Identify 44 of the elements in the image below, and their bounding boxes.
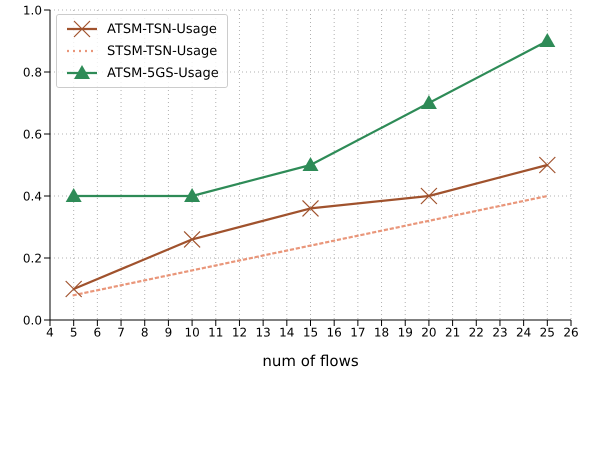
point bbox=[420, 187, 438, 205]
point bbox=[539, 33, 556, 47]
x-tick-label: 14 bbox=[279, 326, 294, 340]
x-tick-label: 25 bbox=[540, 326, 555, 340]
x-tick-label: 22 bbox=[468, 326, 484, 340]
x-tick-label: 17 bbox=[350, 326, 366, 340]
x-tick-label: 9 bbox=[164, 326, 172, 340]
legend-label: ATSM-TSN-Usage bbox=[107, 22, 217, 36]
point bbox=[302, 157, 318, 171]
x-tick-label: 8 bbox=[140, 326, 149, 340]
x-tick-label: 16 bbox=[326, 326, 342, 340]
point bbox=[184, 188, 200, 202]
point bbox=[420, 95, 437, 109]
x-tick-label: 18 bbox=[374, 326, 390, 340]
point bbox=[183, 230, 201, 248]
x-tick-label: 21 bbox=[444, 326, 460, 340]
y-tick-label: 0.0 bbox=[22, 313, 42, 328]
y-tick-label: 0.6 bbox=[22, 127, 42, 142]
x-tick-label: 19 bbox=[398, 326, 413, 340]
y-tick-label: 0.8 bbox=[22, 65, 42, 80]
line-series bbox=[72, 194, 548, 296]
x-tick-label: 6 bbox=[94, 326, 102, 340]
x-axis-title: num of flows bbox=[262, 352, 359, 370]
x-tick-label: 26 bbox=[563, 326, 579, 340]
x-tick-label: 20 bbox=[421, 326, 437, 340]
x-tick-label: 15 bbox=[302, 326, 318, 340]
x-tick-label: 11 bbox=[208, 326, 224, 340]
legend-label: ATSM-5GS-Usage bbox=[107, 66, 219, 80]
point bbox=[65, 280, 82, 298]
point bbox=[302, 200, 320, 217]
legend-label: STSM-TSN-Usage bbox=[107, 44, 218, 58]
y-tick-label: 0.4 bbox=[22, 189, 42, 204]
x-tick-label: 13 bbox=[255, 326, 271, 340]
y-tick-label: 0.2 bbox=[22, 251, 42, 266]
point bbox=[538, 156, 556, 174]
x-tick-label: 23 bbox=[492, 326, 508, 340]
x-tick-label: 7 bbox=[117, 326, 125, 340]
x-tick-label: 12 bbox=[232, 326, 248, 340]
x-tick-label: 4 bbox=[46, 326, 54, 340]
x-tick-label: 10 bbox=[184, 326, 200, 340]
point bbox=[66, 188, 82, 202]
x-tick-label: 5 bbox=[70, 326, 78, 340]
x-tick-label: 24 bbox=[516, 326, 532, 340]
y-tick-label: 1.0 bbox=[22, 3, 42, 18]
